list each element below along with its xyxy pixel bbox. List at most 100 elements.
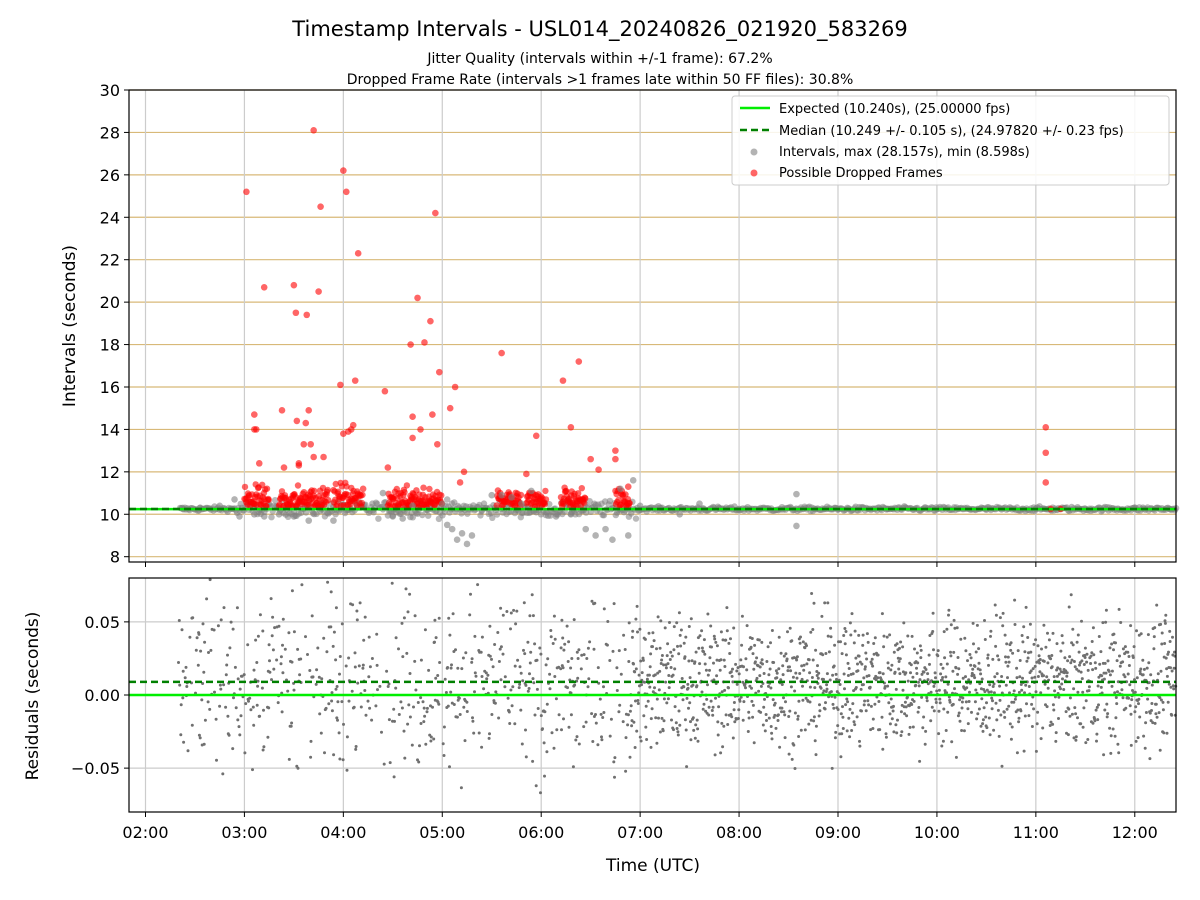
- residual-point: [898, 646, 901, 650]
- residual-point: [1094, 708, 1098, 712]
- residual-point: [720, 690, 724, 694]
- residual-point: [862, 676, 866, 680]
- interval-point: [260, 513, 268, 520]
- residual-point: [953, 626, 957, 630]
- dropped-frame-point: [1042, 479, 1050, 486]
- residual-point: [972, 642, 975, 646]
- residual-point: [774, 726, 778, 730]
- residual-point: [695, 684, 699, 688]
- dropped-frame-point: [310, 127, 317, 134]
- residual-point: [1056, 666, 1060, 670]
- residual-point: [1064, 710, 1068, 714]
- residual-point: [659, 662, 663, 665]
- residual-point: [226, 714, 230, 718]
- residual-point: [438, 661, 442, 664]
- residual-point: [898, 657, 902, 661]
- residual-point: [385, 669, 389, 673]
- residual-point: [340, 622, 344, 626]
- residual-point: [833, 695, 837, 699]
- residual-point: [786, 669, 790, 673]
- residual-point: [1090, 640, 1094, 643]
- residual-point: [461, 656, 465, 660]
- residual-point: [1032, 642, 1036, 646]
- residual-point: [727, 641, 731, 645]
- residual-point: [975, 717, 979, 721]
- residual-point: [229, 620, 233, 624]
- residual-point: [919, 656, 923, 660]
- residual-point: [891, 709, 895, 713]
- residual-point: [1078, 663, 1081, 667]
- residual-point: [672, 648, 676, 652]
- residual-point: [1127, 696, 1131, 700]
- residual-point: [596, 743, 600, 747]
- residual-point: [552, 746, 556, 750]
- residual-point: [979, 672, 983, 676]
- residual-point: [437, 616, 441, 620]
- residual-point: [559, 646, 563, 650]
- residual-point: [559, 667, 563, 671]
- residual-point: [827, 650, 831, 654]
- residual-point: [814, 753, 818, 757]
- residual-point: [1089, 662, 1093, 665]
- residual-point: [941, 676, 945, 679]
- residual-point: [326, 580, 330, 584]
- residual-point: [1029, 650, 1033, 654]
- intervals-y-tick-label: 24: [100, 208, 120, 227]
- residual-point: [637, 673, 641, 677]
- residual-point: [795, 658, 799, 662]
- interval-point: [438, 500, 446, 507]
- residual-point: [738, 699, 742, 703]
- residual-point: [1025, 702, 1028, 706]
- legend-box: [731, 95, 1170, 186]
- residual-point: [900, 730, 904, 734]
- residual-point: [273, 626, 277, 630]
- residual-point: [997, 658, 1001, 662]
- residual-point: [600, 735, 603, 739]
- residual-point: [227, 733, 231, 737]
- residual-point: [1054, 739, 1058, 743]
- residual-point: [569, 713, 573, 717]
- residual-point: [924, 729, 928, 733]
- residual-point: [917, 706, 921, 709]
- residual-point: [401, 655, 405, 659]
- legend-intervals-label: Intervals, max (28.157s), min (8.598s): [779, 145, 1030, 160]
- residual-point: [1104, 608, 1108, 612]
- residual-point: [772, 661, 776, 664]
- residual-point: [1027, 714, 1031, 718]
- residual-point: [722, 724, 726, 728]
- residual-point: [636, 702, 640, 705]
- residual-point: [863, 699, 867, 703]
- residual-point: [1095, 705, 1099, 709]
- residual-point: [612, 760, 616, 764]
- residual-point: [697, 671, 701, 675]
- residual-point: [646, 699, 650, 703]
- legend-intervals-swatch: [750, 148, 758, 156]
- residual-point: [895, 731, 899, 735]
- residual-point: [969, 656, 973, 660]
- residual-point: [1023, 714, 1027, 718]
- residual-point: [784, 700, 787, 704]
- residual-point: [1162, 731, 1166, 735]
- residual-point: [594, 713, 597, 716]
- residual-point: [843, 627, 847, 630]
- residual-point: [1077, 669, 1081, 673]
- residual-point: [844, 703, 848, 707]
- interval-point: [403, 509, 411, 516]
- residual-point: [331, 644, 335, 648]
- dropped-frame-point: [310, 453, 317, 461]
- residual-point: [1126, 650, 1130, 654]
- dropped-frame-point: [241, 483, 249, 491]
- residual-point: [870, 657, 874, 661]
- residual-point: [1172, 687, 1176, 691]
- residual-point: [1141, 658, 1145, 662]
- residual-point: [762, 705, 766, 709]
- residual-point: [857, 654, 861, 658]
- residual-point: [1158, 696, 1162, 700]
- residual-point: [831, 702, 835, 706]
- residual-point: [918, 678, 922, 682]
- residuals-points: [177, 578, 1178, 795]
- residual-point: [761, 723, 765, 727]
- residual-point: [833, 736, 837, 740]
- residual-point: [932, 684, 936, 688]
- residual-point: [233, 665, 237, 669]
